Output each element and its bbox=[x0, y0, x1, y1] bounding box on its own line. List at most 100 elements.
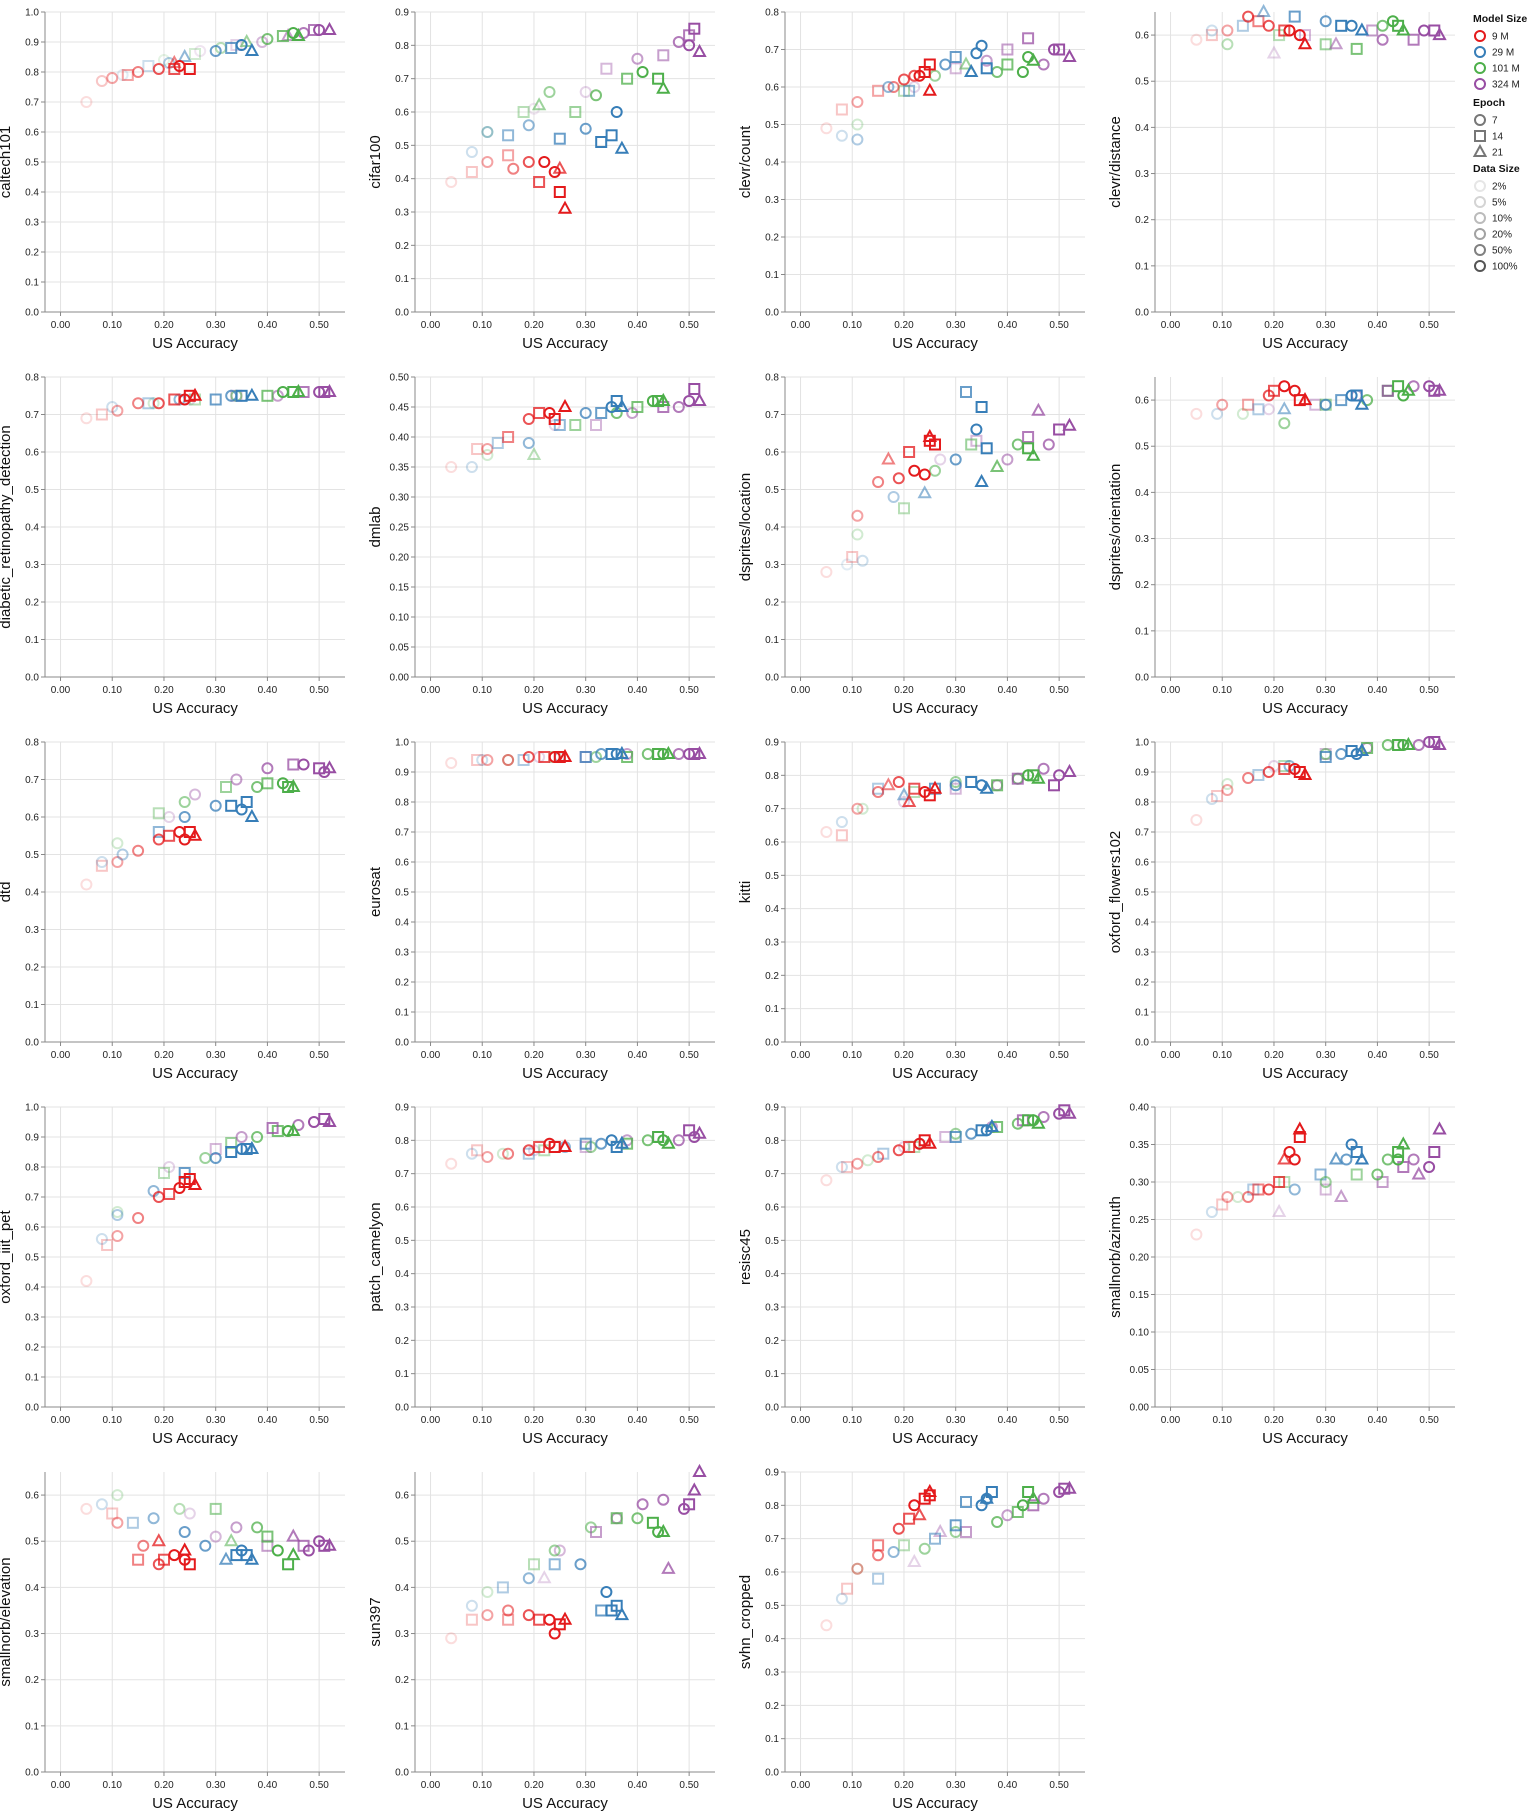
data-point-circle bbox=[1037, 762, 1050, 775]
data-point-triangle bbox=[1354, 396, 1370, 410]
data-point-triangle bbox=[286, 778, 301, 792]
data-point-triangle bbox=[244, 387, 260, 401]
y-tick-label: 0.5 bbox=[395, 1236, 409, 1247]
data-point-triangle bbox=[881, 777, 896, 791]
data-point-circle bbox=[543, 86, 556, 98]
x-tick-label: 0.20 bbox=[1264, 1050, 1284, 1061]
y-tick-label: 0.9 bbox=[765, 738, 779, 749]
y-tick-label: 0.15 bbox=[390, 583, 410, 594]
x-tick-label: 0.10 bbox=[473, 1415, 493, 1426]
y-tick-label: 0.5 bbox=[765, 485, 779, 496]
data-point-circle bbox=[111, 837, 124, 850]
y-tick-label: 0.1 bbox=[1135, 261, 1149, 272]
data-point-triangle bbox=[1031, 402, 1046, 416]
data-point-square bbox=[1319, 38, 1332, 51]
data-point-triangle bbox=[979, 780, 994, 794]
y-tick-label: 0.30 bbox=[390, 493, 410, 504]
data-point-circle bbox=[235, 1131, 248, 1143]
x-tick-label: 0.40 bbox=[258, 685, 278, 696]
x-tick-label: 0.00 bbox=[1161, 320, 1181, 331]
subplot-dsprites-orientation: 0.0 0.1 0.2 0.3 0.4 0.5 0.6 0.00 0.10 0.20 0.30 0.4… bbox=[1107, 377, 1455, 717]
y-tick-label: 0.4 bbox=[765, 523, 779, 534]
x-axis-title: US Accuracy bbox=[1262, 1430, 1348, 1447]
data-point-circle bbox=[851, 1157, 864, 1170]
data-point-triangle bbox=[1026, 1490, 1041, 1504]
data-point-triangle bbox=[614, 398, 630, 412]
data-point-square bbox=[101, 1239, 114, 1251]
data-point-circle bbox=[1042, 438, 1055, 451]
data-point-square bbox=[898, 1539, 910, 1552]
legend-title-model-size: Model Size bbox=[1473, 13, 1527, 25]
x-tick-label: 0.20 bbox=[524, 685, 544, 696]
y-tick-label: 0.05 bbox=[390, 643, 410, 654]
y-tick-label: 0.8 bbox=[395, 41, 409, 52]
y-tick-label: 0.5 bbox=[395, 1537, 409, 1548]
y-axis-title: cifar100 bbox=[367, 135, 384, 188]
y-tick-label: 0.2 bbox=[25, 1343, 39, 1354]
data-point-circle bbox=[111, 1516, 124, 1529]
data-point-circle bbox=[636, 66, 649, 78]
data-point-circle bbox=[445, 757, 458, 769]
data-point-circle bbox=[465, 1599, 478, 1612]
y-tick-label: 0.2 bbox=[25, 1675, 39, 1686]
data-point-triangle bbox=[1354, 22, 1370, 36]
data-point-circle bbox=[194, 45, 207, 57]
x-tick-label: 0.40 bbox=[258, 320, 278, 331]
data-point-triangle bbox=[901, 793, 917, 807]
data-point-triangle bbox=[1328, 1151, 1344, 1165]
y-tick-label: 0.6 bbox=[25, 128, 39, 139]
data-point-circle bbox=[178, 811, 191, 823]
x-axis-title: US Accuracy bbox=[892, 335, 978, 352]
y-tick-label: 0.8 bbox=[25, 373, 39, 384]
x-tick-label: 0.50 bbox=[679, 1415, 699, 1426]
data-point-square bbox=[600, 62, 613, 75]
data-point-square bbox=[846, 551, 859, 563]
y-tick-label: 1.0 bbox=[25, 1103, 39, 1114]
data-point-square bbox=[95, 408, 108, 421]
y-tick-label: 0.8 bbox=[765, 8, 779, 19]
data-point-circle bbox=[1262, 766, 1275, 778]
x-tick-label: 0.50 bbox=[309, 320, 329, 331]
data-point-circle bbox=[1371, 1168, 1384, 1181]
data-point-circle bbox=[887, 81, 900, 93]
data-point-triangle bbox=[1062, 417, 1077, 431]
data-point-square bbox=[872, 1539, 885, 1552]
y-tick-label: 0.05 bbox=[1130, 1365, 1150, 1376]
data-point-circle bbox=[1262, 19, 1275, 32]
data-point-circle bbox=[235, 39, 248, 51]
x-tick-label: 0.00 bbox=[51, 1780, 71, 1791]
data-point-triangle bbox=[151, 1533, 166, 1547]
data-point-triangle bbox=[917, 485, 932, 499]
data-point-circle bbox=[820, 1619, 833, 1632]
y-tick-label: 0.0 bbox=[25, 1403, 39, 1414]
data-point-triangle bbox=[922, 1135, 937, 1149]
data-point-circle bbox=[111, 1230, 124, 1242]
data-point-triangle bbox=[224, 1533, 239, 1547]
y-tick-label: 0.7 bbox=[765, 1534, 779, 1545]
data-point-square bbox=[261, 777, 274, 790]
data-point-square bbox=[308, 24, 320, 36]
data-point-triangle bbox=[322, 760, 337, 774]
data-point-triangle bbox=[614, 1135, 630, 1149]
data-point-triangle bbox=[692, 745, 707, 759]
y-tick-label: 0.4 bbox=[1135, 488, 1149, 499]
data-point-square bbox=[183, 63, 196, 75]
data-point-circle bbox=[1376, 19, 1389, 32]
data-point-triangle bbox=[1297, 36, 1313, 50]
y-tick-label: 0.8 bbox=[395, 798, 409, 809]
y-tick-label: 0.40 bbox=[1130, 1103, 1150, 1114]
y-tick-label: 0.0 bbox=[765, 1768, 779, 1779]
data-point-circle bbox=[1242, 772, 1255, 784]
data-point-circle bbox=[636, 1498, 649, 1511]
x-tick-label: 0.30 bbox=[946, 1050, 966, 1061]
data-point-circle bbox=[657, 1493, 670, 1506]
data-point-square bbox=[471, 754, 484, 766]
data-point-circle bbox=[595, 1137, 608, 1150]
x-tick-label: 0.10 bbox=[843, 685, 863, 696]
data-point-triangle bbox=[1396, 1136, 1411, 1150]
legend-label-model-size: 29 M bbox=[1492, 48, 1514, 59]
data-point-circle bbox=[918, 1542, 931, 1555]
y-tick-label: 0.2 bbox=[25, 248, 39, 259]
legend-title-epoch: Epoch bbox=[1473, 97, 1505, 109]
data-point-square bbox=[502, 129, 515, 142]
